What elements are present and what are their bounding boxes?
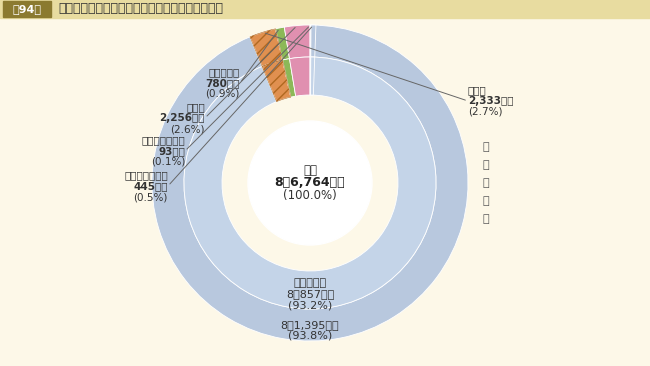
Wedge shape bbox=[262, 60, 291, 102]
Wedge shape bbox=[289, 57, 310, 96]
Bar bbox=[3, 1, 51, 17]
Text: 給: 給 bbox=[483, 178, 489, 188]
Wedge shape bbox=[311, 57, 315, 95]
Text: 険: 険 bbox=[483, 160, 489, 170]
Wedge shape bbox=[250, 29, 283, 67]
Text: 介護保険事業の歳出決算の状況（保険事業勘定）: 介護保険事業の歳出決算の状況（保険事業勘定） bbox=[58, 3, 223, 15]
Wedge shape bbox=[283, 59, 296, 97]
Text: 2,333億円: 2,333億円 bbox=[468, 96, 514, 106]
Wedge shape bbox=[284, 25, 310, 59]
Text: 介護諸費等: 介護諸費等 bbox=[293, 278, 326, 288]
Text: 8兆1,395億円: 8兆1,395億円 bbox=[281, 320, 339, 330]
Wedge shape bbox=[311, 25, 316, 57]
Wedge shape bbox=[184, 57, 436, 309]
Text: 審査支払手数料: 審査支払手数料 bbox=[141, 135, 185, 145]
Text: 歳出: 歳出 bbox=[303, 164, 317, 178]
Wedge shape bbox=[152, 25, 468, 341]
Text: 総務費: 総務費 bbox=[187, 102, 205, 112]
Text: 付: 付 bbox=[483, 196, 489, 206]
Text: 第94図: 第94図 bbox=[12, 4, 42, 14]
Wedge shape bbox=[276, 27, 289, 60]
Text: 445億円: 445億円 bbox=[133, 181, 168, 191]
Text: (100.0%): (100.0%) bbox=[283, 188, 337, 202]
Wedge shape bbox=[310, 57, 311, 95]
Text: 8兆6,764億円: 8兆6,764億円 bbox=[275, 176, 345, 190]
Text: 費: 費 bbox=[483, 214, 489, 224]
Text: 8兆857億円: 8兆857億円 bbox=[286, 289, 334, 299]
Text: 2,256億円: 2,256億円 bbox=[159, 113, 205, 123]
Text: 93億円: 93億円 bbox=[158, 146, 185, 156]
Text: (0.9%): (0.9%) bbox=[205, 89, 240, 99]
Text: 保: 保 bbox=[483, 142, 489, 152]
Text: (2.6%): (2.6%) bbox=[170, 124, 205, 134]
Text: (93.2%): (93.2%) bbox=[288, 300, 332, 310]
Circle shape bbox=[248, 121, 372, 245]
Text: その他の給付費: その他の給付費 bbox=[124, 170, 168, 180]
Bar bbox=[0, 0, 650, 18]
Text: その他: その他 bbox=[468, 85, 487, 95]
Text: 基金積立金: 基金積立金 bbox=[209, 67, 240, 77]
Text: (2.7%): (2.7%) bbox=[468, 107, 502, 117]
Text: (93.8%): (93.8%) bbox=[288, 331, 332, 341]
Text: 780億円: 780億円 bbox=[205, 78, 240, 88]
Wedge shape bbox=[310, 25, 311, 57]
Text: (0.1%): (0.1%) bbox=[151, 157, 185, 167]
Text: (0.5%): (0.5%) bbox=[134, 192, 168, 202]
